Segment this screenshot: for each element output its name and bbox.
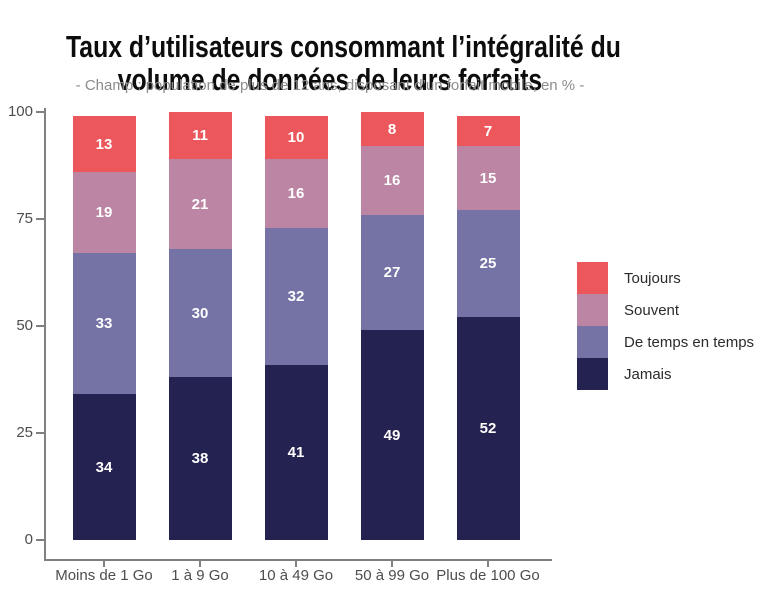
bar-4: 49 27 16 8 [360, 112, 424, 540]
bar-value-label: 21 [191, 195, 209, 213]
bar-value-label: 15 [479, 169, 497, 187]
x-tick [391, 561, 393, 567]
legend-item-jamais: Jamais [577, 358, 754, 390]
x-axis-label: 10 à 49 Go [258, 567, 334, 584]
legend-label: Souvent [624, 301, 680, 319]
legend-label: Jamais [624, 365, 672, 383]
x-axis-label: 1 à 9 Go [171, 567, 229, 584]
bar-value-label: 11 [192, 127, 208, 145]
bar-segment-jamais: 49 [360, 330, 424, 540]
y-tick-label: 100 [7, 103, 33, 120]
bar-segment-de-temps-en-temps: 33 [72, 253, 136, 395]
x-axis-label: Plus de 100 Go [436, 567, 540, 584]
y-tick [36, 111, 44, 113]
bar-value-label: 19 [95, 204, 113, 222]
bar-segment-jamais: 52 [456, 317, 520, 540]
chart-title: Taux d’utilisateurs consommant l’intégra… [66, 30, 621, 97]
y-tick [36, 218, 44, 220]
y-axis-line [44, 108, 46, 561]
chart-title-line2: volume de données de leurs forfaits [117, 61, 543, 97]
x-tick [103, 561, 105, 567]
legend: Toujours Souvent De temps en temps Jamais [577, 262, 754, 390]
bar-3: 41 32 16 10 [264, 116, 328, 540]
bar-segment-de-temps-en-temps: 30 [168, 248, 232, 378]
bar-2: 38 30 21 11 [168, 112, 232, 540]
bar-value-label: 41 [287, 443, 305, 461]
y-tick-label: 25 [16, 424, 33, 441]
bar-value-label: 25 [479, 255, 497, 273]
legend-item-de-temps-en-temps: De temps en temps [577, 326, 754, 358]
legend-swatch [577, 294, 608, 326]
bar-5: 52 25 15 7 [456, 116, 520, 540]
bar-segment-jamais: 41 [264, 364, 328, 540]
x-tick [199, 561, 201, 567]
bar-1: 34 33 19 13 [72, 116, 136, 540]
x-axis-label: Moins de 1 Go [55, 567, 153, 584]
bar-value-label: 52 [479, 420, 497, 438]
bar-value-label: 16 [287, 184, 305, 202]
y-tick [36, 539, 44, 541]
y-tick [36, 325, 44, 327]
bar-segment-souvent: 19 [72, 171, 136, 254]
legend-item-toujours: Toujours [577, 262, 754, 294]
bar-segment-souvent: 16 [264, 159, 328, 228]
bar-value-label: 38 [191, 450, 209, 468]
bar-segment-de-temps-en-temps: 32 [264, 227, 328, 365]
bar-segment-souvent: 15 [456, 146, 520, 211]
bar-value-label: 27 [383, 264, 401, 281]
x-axis-line [44, 559, 552, 561]
x-axis-label: 50 à 99 Go [354, 567, 430, 584]
x-tick [295, 561, 297, 567]
bar-value-label: 34 [95, 458, 113, 476]
bar-value-label: 30 [191, 304, 209, 322]
bar-value-label: 7 [483, 122, 493, 140]
bar-segment-de-temps-en-temps: 27 [360, 214, 424, 331]
y-tick [36, 432, 44, 434]
bar-value-label: 16 [383, 172, 401, 189]
bar-segment-souvent: 21 [168, 159, 232, 249]
bar-segment-souvent: 16 [360, 146, 424, 215]
bar-segment-toujours: 10 [264, 116, 328, 160]
legend-swatch [577, 358, 608, 390]
y-tick-label: 75 [16, 210, 33, 227]
bar-value-label: 8 [387, 120, 397, 138]
legend-label: De temps en temps [624, 333, 755, 351]
bar-value-label: 49 [383, 426, 401, 444]
bar-value-label: 33 [95, 315, 113, 333]
legend-swatch [577, 326, 608, 358]
y-tick-label: 0 [24, 531, 33, 548]
chart-title-line1: Taux d’utilisateurs consommant l’intégra… [66, 28, 621, 64]
bar-value-label: 13 [95, 135, 113, 153]
bar-segment-toujours: 8 [360, 112, 424, 147]
legend-label: Toujours [624, 269, 681, 287]
legend-swatch [577, 262, 608, 294]
bar-segment-jamais: 34 [72, 394, 136, 540]
bar-segment-toujours: 11 [168, 112, 232, 160]
x-tick [487, 561, 489, 567]
bar-value-label: 32 [287, 287, 305, 305]
legend-item-souvent: Souvent [577, 294, 754, 326]
y-tick-label: 50 [16, 317, 33, 334]
bar-segment-jamais: 38 [168, 377, 232, 540]
bar-segment-de-temps-en-temps: 25 [456, 210, 520, 318]
bar-value-label: 10 [287, 129, 305, 147]
bar-segment-toujours: 13 [72, 116, 136, 172]
chart-subtitle: - Champ : population de plus de 12 ans, … [75, 77, 585, 94]
bar-segment-toujours: 7 [456, 116, 520, 147]
